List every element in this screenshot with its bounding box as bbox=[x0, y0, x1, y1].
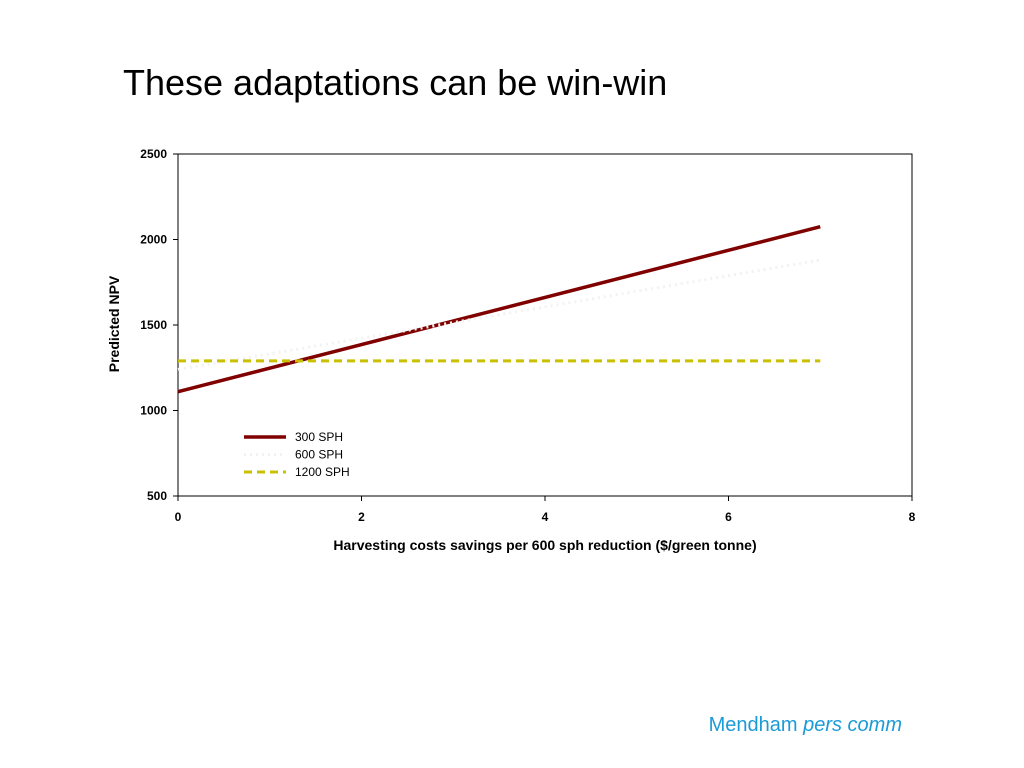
series-line-300-sph bbox=[177, 224, 821, 394]
y-tick-label: 1500 bbox=[140, 318, 167, 332]
citation: Mendham pers comm bbox=[709, 714, 902, 737]
x-tick-label: 2 bbox=[358, 510, 365, 524]
series-line-600-sph bbox=[177, 258, 821, 371]
slide-title: These adaptations can be win-win bbox=[123, 62, 668, 103]
series-lines bbox=[177, 224, 821, 394]
legend-label: 600 SPH bbox=[295, 448, 343, 462]
plot-frame bbox=[177, 153, 913, 497]
y-tick-label: 500 bbox=[147, 489, 167, 503]
legend: 300 SPH 600 SPH 1200 SPH bbox=[244, 430, 350, 479]
y-tick-label: 2500 bbox=[140, 147, 167, 161]
x-axis-ticks: 0 2 4 6 8 bbox=[175, 496, 916, 524]
x-tick-label: 6 bbox=[725, 510, 732, 524]
legend-label: 1200 SPH bbox=[295, 465, 350, 479]
x-tick-label: 8 bbox=[909, 510, 916, 524]
y-axis-ticks: 500 1000 1500 2000 2500 bbox=[140, 147, 178, 503]
y-tick-label: 2000 bbox=[140, 233, 167, 247]
plot-border bbox=[177, 153, 913, 497]
x-tick-label: 0 bbox=[175, 510, 182, 524]
citation-name: Mendham bbox=[708, 714, 798, 736]
y-tick-label: 1000 bbox=[140, 404, 167, 418]
y-axis-title: Predicted NPV bbox=[106, 275, 122, 372]
x-tick-label: 4 bbox=[542, 510, 549, 524]
x-axis-title: Harvesting costs savings per 600 sph red… bbox=[333, 537, 756, 553]
citation-note: pers comm bbox=[803, 714, 902, 736]
legend-label: 300 SPH bbox=[295, 430, 343, 444]
